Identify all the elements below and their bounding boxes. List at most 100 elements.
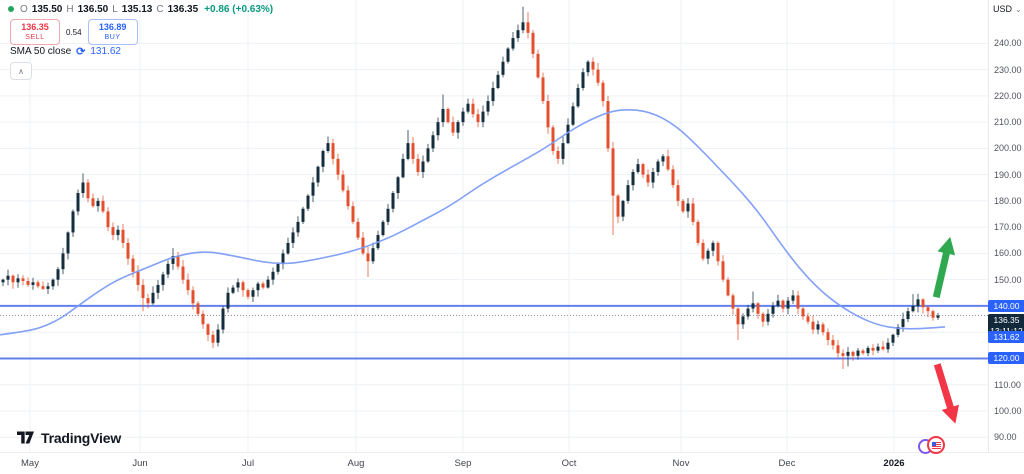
price-tick-label: 240.00 [994, 38, 1022, 49]
candle-body [621, 200, 625, 217]
candle-body [76, 193, 80, 212]
candle-body [436, 122, 440, 136]
low-value: 135.13 [121, 3, 153, 15]
open-value: 135.50 [31, 3, 63, 15]
candle-body [311, 182, 315, 196]
candle-body [431, 135, 435, 149]
price-tick-label: 170.00 [994, 222, 1022, 233]
sell-label: SELL [25, 34, 45, 41]
price-tick-label: 200.00 [994, 143, 1022, 154]
candle-body [226, 292, 230, 309]
candle-body [581, 72, 585, 88]
candle-body [611, 148, 615, 196]
candle-body [821, 324, 825, 333]
sell-button[interactable]: 136.35 SELL [10, 19, 60, 45]
candle-body [691, 203, 695, 222]
buy-button[interactable]: 136.89 BUY [87, 19, 138, 45]
sma50-line[interactable] [0, 108, 946, 336]
indicator-legend[interactable]: SMA 50 close ⟳ 131.62 [10, 45, 121, 58]
candle-body [451, 122, 455, 133]
brand-logo[interactable]: TradingView [16, 429, 121, 446]
candle-body [546, 101, 550, 128]
candle-body [221, 308, 225, 330]
candle-body [526, 22, 530, 33]
collapse-button[interactable]: ∧ [10, 62, 32, 80]
up-arrow-drawing[interactable] [927, 235, 958, 299]
candle-body [366, 253, 370, 262]
trade-panel: 136.35 SELL 0.54 136.89 BUY [10, 19, 138, 45]
candle-body [536, 53, 540, 78]
candle-body [186, 279, 190, 291]
high-value: 136.50 [77, 3, 109, 15]
candle-body [686, 203, 690, 212]
candle-body [681, 200, 685, 212]
candle-body [636, 164, 640, 173]
brand-name: TradingView [41, 429, 122, 446]
candle-body [6, 275, 10, 280]
time-tick-label: Nov [672, 458, 690, 469]
sma-badge: 131.62 [988, 331, 1024, 343]
candle-body [796, 295, 800, 309]
price-axis[interactable]: USD ⌄ 240.00 230.00 220.00 210.00 200.00 190.… [988, 0, 1024, 474]
candle-body [206, 324, 210, 335]
candle-body [816, 324, 820, 330]
time-axis[interactable]: May Jun Jul Aug Sep Oct Nov Dec 2026 [0, 452, 1024, 474]
close-value: 136.35 [167, 3, 199, 15]
candle-body [501, 61, 505, 75]
candle-body [131, 258, 135, 272]
series-status-dot [8, 6, 14, 12]
candle-body [661, 156, 665, 162]
candle-body [71, 211, 75, 233]
candle-body [51, 279, 55, 287]
candle-body [841, 353, 845, 356]
time-tick-label: Oct [561, 458, 577, 469]
candle-body [746, 308, 750, 317]
candle-body [831, 340, 835, 346]
us-flag-event-icon [927, 436, 945, 454]
candle-body [606, 101, 610, 149]
tradingview-mark-icon [17, 431, 34, 444]
candle-body [756, 303, 760, 314]
candle-body [16, 278, 20, 283]
candle-body [86, 182, 90, 199]
candle-body [706, 250, 710, 259]
candle-body [926, 307, 930, 312]
candle-body [301, 208, 305, 222]
candle-body [261, 283, 265, 288]
level-badge-140: 140.00 [988, 300, 1024, 312]
down-arrow-drawing[interactable] [929, 362, 964, 427]
candle-body [411, 143, 415, 159]
event-markers[interactable] [918, 436, 950, 454]
candle-body [896, 326, 900, 335]
candle-body [136, 271, 140, 285]
candle-body [246, 290, 250, 297]
candle-body [556, 151, 560, 159]
time-tick-label: May [21, 458, 39, 469]
currency-selector[interactable]: USD ⌄ [993, 4, 1022, 14]
candle-body [656, 161, 660, 172]
candle-body [271, 271, 275, 280]
candle-body [156, 284, 160, 293]
candle-body [541, 77, 545, 102]
price-tick-label: 160.00 [994, 248, 1022, 259]
candle-body [571, 106, 575, 125]
candle-body [351, 206, 355, 222]
candle-body [426, 148, 430, 162]
candle-body [171, 256, 175, 264]
candle-body [701, 242, 705, 259]
candle-body [806, 316, 810, 322]
candle-body [346, 190, 350, 207]
candle-body [791, 295, 795, 301]
candle-body [846, 351, 850, 356]
candle-body [341, 174, 345, 191]
price-tick-label: 220.00 [994, 90, 1022, 101]
candle-body [666, 156, 670, 170]
candle-body [911, 305, 915, 312]
candle-body [416, 158, 420, 173]
candle-body [31, 282, 35, 285]
candle-body [561, 143, 565, 159]
candle-body [491, 87, 495, 102]
candle-body [871, 347, 875, 351]
